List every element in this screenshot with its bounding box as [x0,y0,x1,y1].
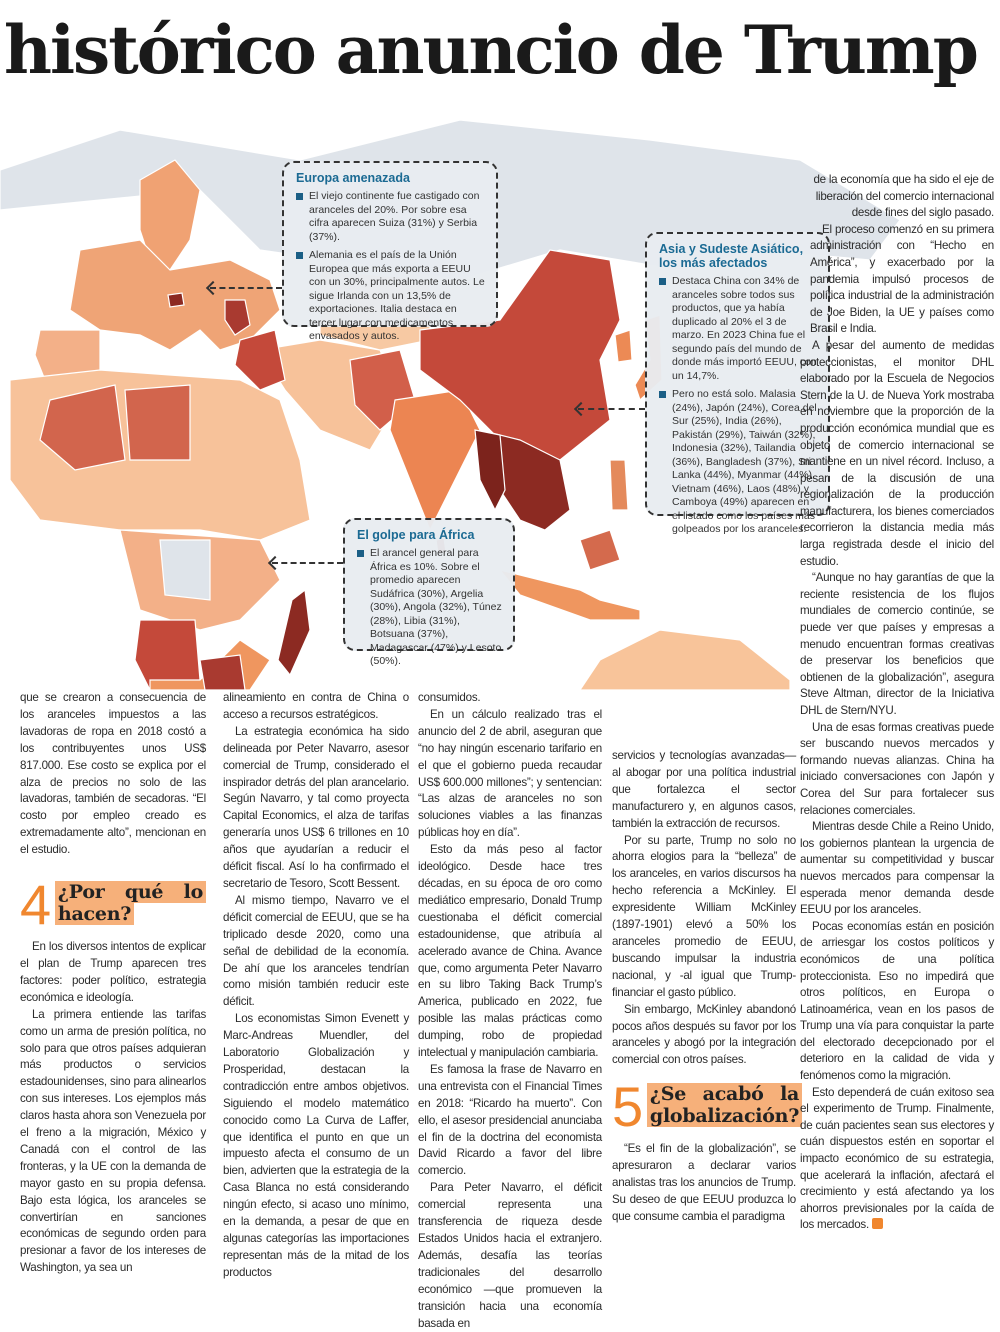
paragraph: Los economistas Simon Evenett y Marc-And… [223,1012,409,1279]
callout-asia-title: Asia y Sudeste Asiático, los más afectad… [659,242,804,270]
article-column-2: alineamiento en contra de China o acceso… [223,690,409,1282]
map-region-switzerland [167,292,185,308]
paragraph: servicios y tecnologías avanzadas— al ab… [612,749,796,830]
paragraph: consumidos. [418,691,481,704]
article-column-5: de la economía que ha sido el eje de lib… [800,172,994,1234]
article-column-1: que se crearon a consecuencia de los ara… [20,690,206,1277]
article-column-4: servicios y tecnologías avanzadas— al ab… [612,748,803,1226]
section-title: ¿Se acabó la globalización? [646,1083,803,1128]
section-heading-5: 5 ¿Se acabó la globalización? [612,1075,803,1139]
map-region-algeria [39,384,126,471]
callout-africa: El golpe para África El arancel general … [343,518,515,667]
map-region-congo [159,539,211,601]
map-region-indonesia [498,568,641,621]
callout-europe-title: Europa amenazada [296,171,410,185]
paragraph: “Es el fin de la globalización”, se apre… [612,1142,796,1223]
paragraph: La estrategia económica ha sido delinead… [223,724,409,890]
callout-asia: Asia y Sudeste Asiático, los más afectad… [645,232,830,535]
arrow-asia [578,408,645,410]
section-number: 4 [20,873,51,937]
paragraph: alineamiento en contra de China o acceso… [223,691,409,721]
map-region-botswana [199,654,246,690]
paragraph: Esto da más peso al factor ideológico. D… [418,843,602,1060]
end-of-article-icon [871,1218,883,1230]
map-region-myanmar [474,429,506,512]
callout-asia-bullet: Destaca China con 34% de aranceles sobre… [659,275,818,383]
headline: histórico anuncio de Trump [4,11,979,89]
paragraph: Es famosa la frase de Navarro en una ent… [418,1062,602,1178]
map-region-balkans [224,299,251,336]
paragraph: En un cálculo realizado tras el anuncio … [418,707,602,840]
callout-africa-bullet: El arancel general para África es 10%. S… [357,547,503,669]
section-heading-4: 4 ¿Por qué lo hacen? [20,873,206,937]
paragraph: de la economía que ha sido el eje de lib… [813,173,994,220]
paragraph: El proceso comenzó en su primera adminis… [810,222,994,336]
paragraph: Por su parte, Trump no solo no ahorra el… [612,833,796,999]
callout-europe: Europa amenazada El viejo continente fue… [282,161,498,342]
paragraph: que se crearon a consecuencia de los ara… [20,691,206,857]
map-region-australia [579,629,791,690]
map-region-india [389,389,481,532]
paragraph: Esto dependerá de cuán exitoso sea el ex… [800,1085,994,1234]
map-region-korea [614,329,633,363]
paragraph: Una de esas formas creativas puede ser b… [800,720,994,817]
map-region-libya [124,384,191,461]
paragraph: Mientras desde Chile a Reino Unido, los … [800,820,994,917]
arrow-africa [272,562,343,564]
paragraph: La primera entiende las tarifas como un … [20,1007,206,1275]
paragraph: Al mismo tiempo, Navarro ve el déficit c… [223,893,409,1009]
paragraph: “Aunque no hay garantías de que la recie… [800,571,994,717]
map-region-malaysia [579,529,621,571]
callout-asia-bullet: Pero no está solo. Malasia (24%), Japón … [659,388,818,537]
paragraph: En los diversos intentos de explicar el … [20,940,206,1004]
map-region-philippines [609,459,629,511]
paragraph-text: Esto dependerá de cuán exitoso sea el ex… [800,1085,994,1232]
callout-europe-bullet: Alemania es el país de la Unión Europea … [296,249,486,344]
callout-europe-bullet: El viejo continente fue castigado con ar… [296,190,486,244]
map-region-scandinavia [139,159,201,271]
map-region-china [419,249,621,461]
section-number: 5 [612,1075,643,1139]
paragraph: Pocas economías están en posición de arr… [800,919,994,1083]
map-region-syria-iraq [234,329,286,391]
paragraph: Para Peter Navarro, el déficit comercial… [418,1181,602,1330]
paragraph: A pesar del aumento de medidas proteccio… [800,338,994,568]
arrow-europe [210,287,282,289]
section-title: ¿Por qué lo hacen? [54,881,206,926]
article-column-3: consumidos. En un cálculo realizado tras… [418,690,602,1332]
callout-africa-title: El golpe para África [357,528,475,542]
paragraph: Sin embargo, McKinley abandonó pocos año… [612,1002,796,1067]
map-region-madagascar [277,588,311,677]
